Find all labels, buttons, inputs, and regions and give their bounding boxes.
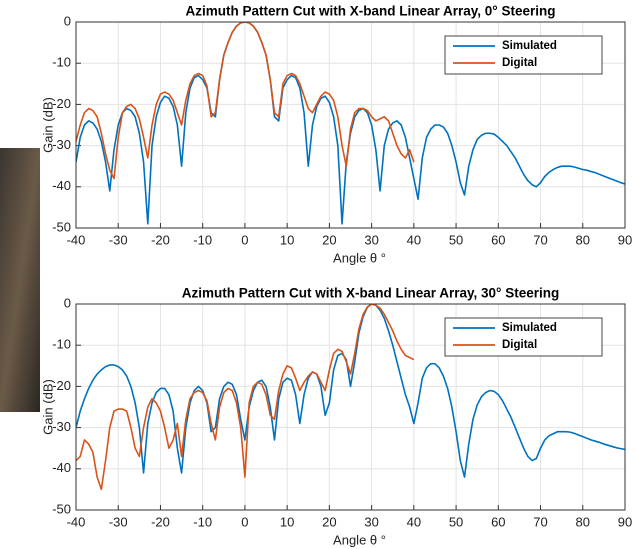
x-tick-label: -20: [151, 232, 170, 247]
y-tick-label: -10: [52, 337, 71, 352]
x-tick-label: 60: [491, 232, 505, 247]
x-tick-label: -30: [109, 232, 128, 247]
x-tick-label: 50: [449, 232, 463, 247]
x-tick-label: 0: [241, 232, 248, 247]
axes-box: [75, 21, 626, 229]
x-tick-label: -10: [193, 514, 212, 529]
x-tick-label: 20: [322, 232, 336, 247]
legend-box: [444, 35, 603, 75]
y-tick-label: -50: [52, 219, 71, 234]
legend-label: Digital: [502, 339, 537, 351]
y-axis-label: Gain (dB): [40, 97, 55, 153]
x-tick-label: -40: [67, 514, 86, 529]
x-tick-label: 10: [280, 232, 294, 247]
x-tick-label: 90: [618, 232, 632, 247]
x-axis-label: Angle θ °: [333, 532, 386, 547]
series-line: [76, 304, 625, 478]
chart-title: Azimuth Pattern Cut with X-band Linear A…: [186, 4, 556, 19]
x-tick-label: 30: [364, 232, 378, 247]
x-tick-label: 30: [364, 514, 378, 529]
y-tick-label: -50: [52, 501, 71, 516]
axes-box: [75, 303, 626, 511]
background-photo: [0, 148, 40, 412]
series-line: [76, 304, 415, 491]
y-axis-label: Gain (dB): [40, 379, 55, 435]
chart-title: Azimuth Pattern Cut with X-band Linear A…: [182, 286, 559, 301]
x-tick-label: 40: [407, 514, 421, 529]
y-tick-label: -20: [52, 96, 71, 111]
x-tick-label: 60: [491, 514, 505, 529]
x-tick-label: 70: [533, 232, 547, 247]
x-tick-label: -20: [151, 514, 170, 529]
y-tick-label: -10: [52, 55, 71, 70]
x-tick-label: 80: [576, 232, 590, 247]
legend-box: [444, 317, 603, 357]
x-tick-label: 90: [618, 514, 632, 529]
x-tick-label: 10: [280, 514, 294, 529]
legend-label: Digital: [502, 57, 537, 69]
x-tick-label: -10: [193, 232, 212, 247]
legend-label: Simulated: [502, 322, 557, 334]
y-tick-label: -30: [52, 419, 71, 434]
legend-label: Simulated: [502, 40, 557, 52]
y-tick-label: 0: [64, 295, 71, 310]
y-tick-label: -20: [52, 378, 71, 393]
x-tick-label: 0: [241, 514, 248, 529]
x-tick-label: 50: [449, 514, 463, 529]
series-line: [76, 22, 415, 180]
y-tick-label: -40: [52, 460, 71, 475]
y-tick-label: -30: [52, 137, 71, 152]
y-tick-label: -40: [52, 178, 71, 193]
x-tick-label: 70: [533, 514, 547, 529]
y-tick-label: 0: [64, 13, 71, 28]
x-axis-label: Angle θ °: [333, 250, 386, 265]
x-tick-label: 40: [407, 232, 421, 247]
x-tick-label: 80: [576, 514, 590, 529]
x-tick-label: 20: [322, 514, 336, 529]
x-tick-label: -30: [109, 514, 128, 529]
x-tick-label: -40: [67, 232, 86, 247]
